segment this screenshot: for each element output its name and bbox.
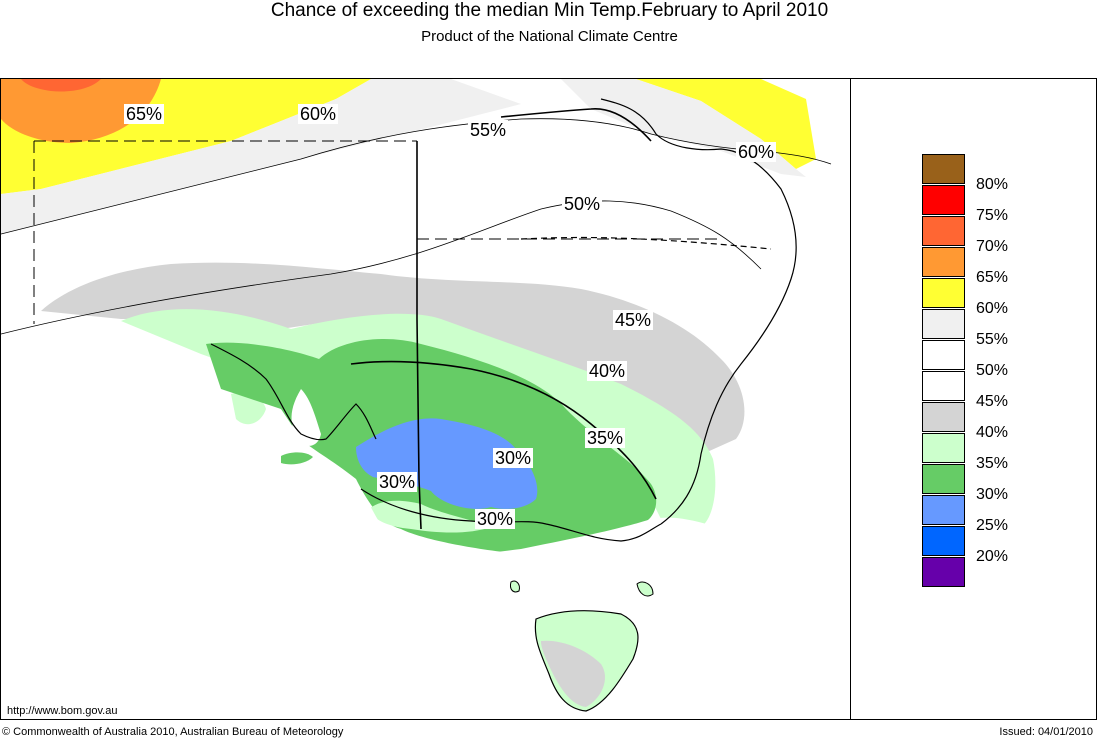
map-title: Chance of exceeding the median Min Temp.… [270,0,829,21]
legend-label: 70% [976,238,1009,255]
contour-label-40: 40% [587,361,628,381]
contour-label-45: 45% [613,310,654,330]
contour-label-65: 65% [124,104,165,124]
contour-label-60-west: 60% [298,104,339,124]
legend-label: 50% [976,362,1009,379]
legend-row: 75% [922,185,1099,224]
legend-swatch [922,185,965,215]
legend-swatch [922,526,965,556]
legend-row: 80% [922,154,1099,193]
legend-swatch [922,154,965,184]
legend-row: 35% [922,433,1099,472]
legend-swatch [922,247,965,277]
sa-border [416,141,422,530]
copyright-text: © Commonwealth of Australia 2010, Austra… [2,726,344,738]
legend-row: 30% [922,464,1099,503]
contour-50 [1,200,762,335]
zone-55-west [1,79,521,234]
contour-label-30-center: 30% [493,448,534,468]
legend-label: 55% [976,331,1009,348]
legend-swatch [922,278,965,308]
zone-30 [356,418,538,509]
legend-swatch [922,340,965,370]
legend-label: 30% [976,486,1009,503]
region-box-west [33,140,417,324]
legend-label: 20% [976,548,1009,565]
figure-frame: 65% 60% 55% 60% 50% 45% 40% 35% 30% 30% … [0,78,1097,720]
contour-label-60-east: 60% [736,142,777,162]
legend-label: 35% [976,455,1009,472]
nt-qld-border [500,108,652,142]
legend-row: 55% [922,309,1099,348]
southern-ocean [1,474,850,719]
tasmania-core [541,640,606,707]
east-coastline [600,98,797,525]
map-panel: 65% 60% 55% 60% 50% 45% 40% 35% 30% 30% … [1,79,851,719]
contour-label-35: 35% [585,428,626,448]
probability-map [1,79,850,719]
legend-row: 50% [922,340,1099,379]
legend-row: 70% [922,216,1099,255]
map-subtitle: Product of the National Climate Centre [421,28,678,45]
contour-label-50: 50% [562,194,603,214]
legend-swatch [922,557,965,587]
legend-swatch [922,216,965,246]
legend-swatch [922,371,965,401]
gulf-coastline [210,343,377,441]
zone-70 [21,79,101,92]
contour-label-30-west: 30% [377,472,418,492]
tasmania-coast [534,610,639,712]
legend-label: 60% [976,300,1009,317]
contour-label-30-south: 30% [475,509,516,529]
legend-label: 25% [976,517,1009,534]
legend-row: 45% [922,371,1099,410]
legend-swatch [922,433,965,463]
legend-row: 65% [922,247,1099,286]
legend-swatch [922,495,965,525]
bom-url[interactable]: http://www.bom.gov.au [7,705,118,717]
zone-35-island [281,452,313,465]
contour-label-55: 55% [468,120,509,140]
legend-swatch [922,464,965,494]
vic-nsw-border [350,360,657,500]
flinders-island [636,581,654,597]
zone-65 [1,79,161,143]
king-island [510,580,520,593]
legend-label: 80% [976,176,1009,193]
legend-swatch [922,309,965,339]
legend-row: 25% [922,495,1099,534]
legend-row: 40% [922,402,1099,441]
legend-label: 65% [976,269,1009,286]
legend-row: 60% [922,278,1099,317]
legend-swatch [922,402,965,432]
legend-row: 20% [922,526,1099,565]
legend-row [922,557,1099,588]
legend-label: 75% [976,207,1009,224]
south-coastline [360,488,662,542]
issued-date: Issued: 04/01/2010 [999,726,1093,738]
legend-label: 45% [976,393,1009,410]
legend-label: 40% [976,424,1009,441]
